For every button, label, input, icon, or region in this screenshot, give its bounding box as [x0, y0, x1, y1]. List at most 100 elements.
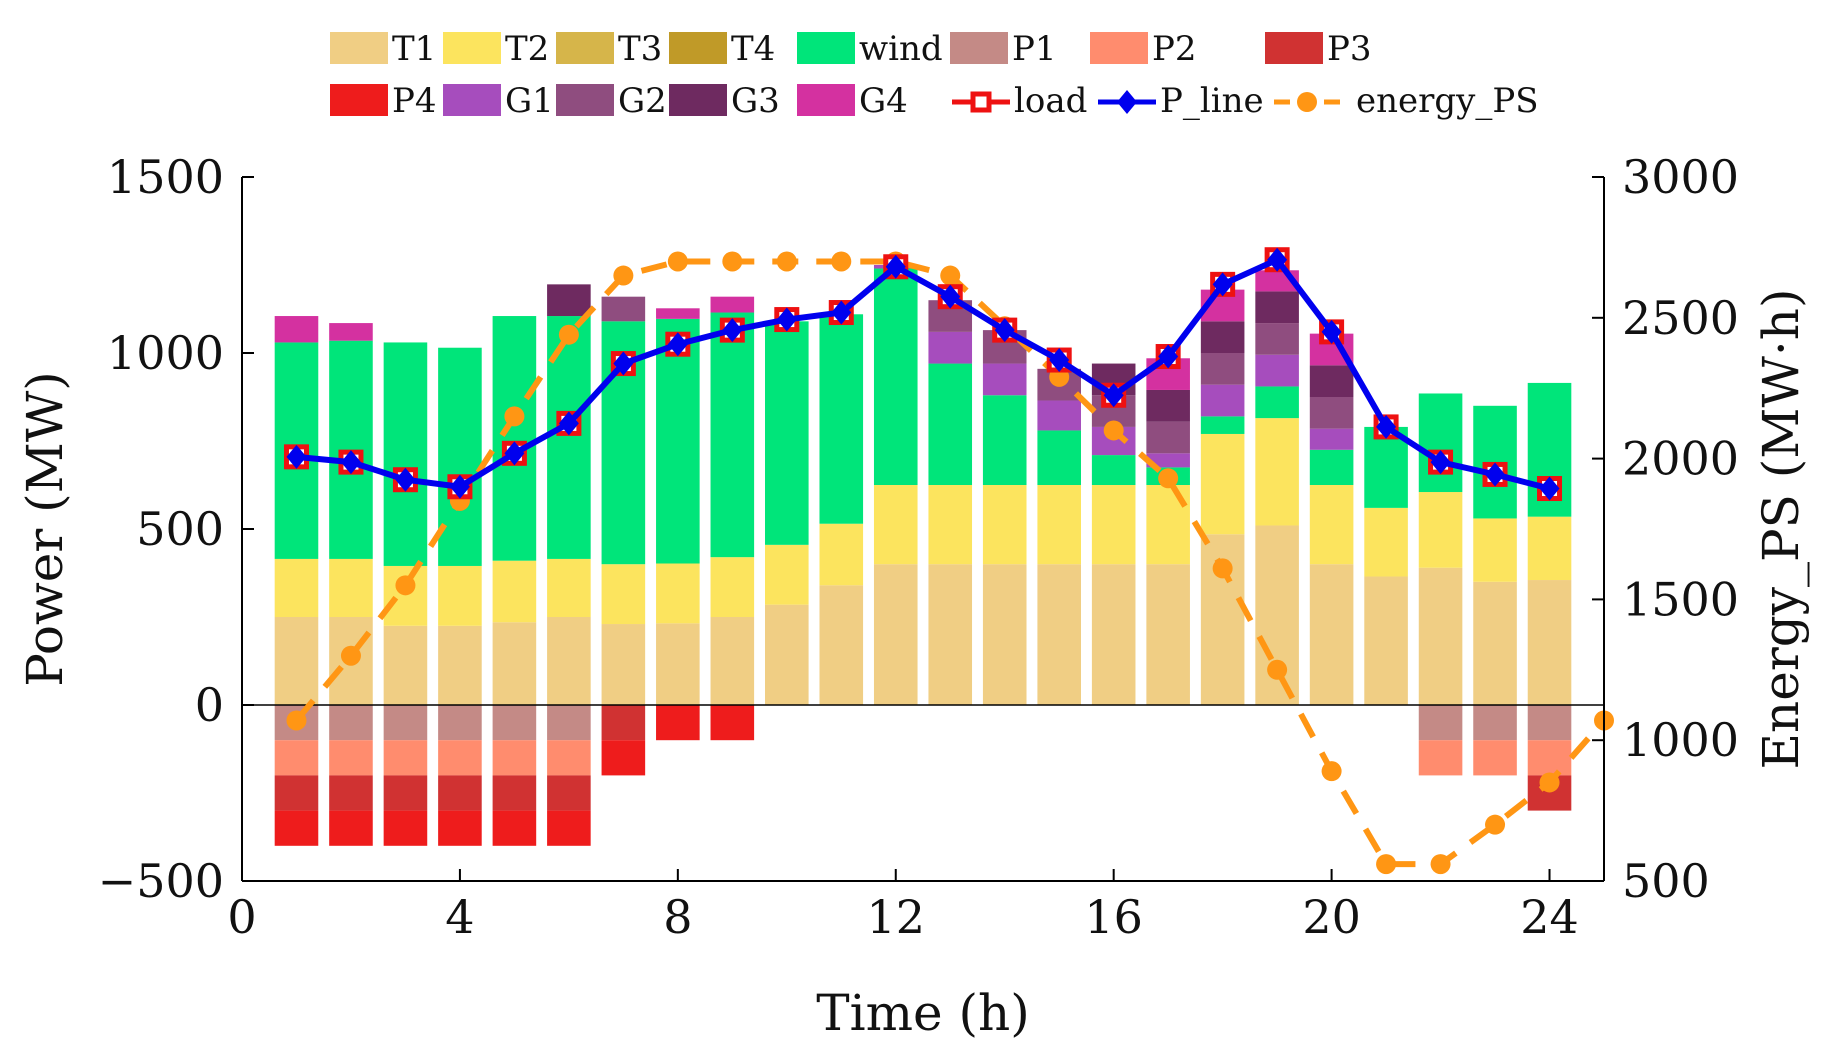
bar-T1-h8 — [656, 623, 700, 705]
legend-label: T1 — [392, 29, 436, 69]
y2-tick-label: 2000 — [1622, 432, 1739, 486]
bar-T2-h12 — [873, 485, 918, 565]
bar-neg-P4-h1 — [274, 810, 319, 846]
bar-wind-h8 — [656, 318, 700, 564]
bar-G2-h18 — [1200, 353, 1245, 385]
bar-wind-h4 — [438, 347, 482, 566]
legend-item-t1: T1 — [330, 29, 436, 69]
bar-G1-h20 — [1309, 428, 1354, 450]
legend-swatch — [330, 32, 388, 64]
bar-neg-P1-h3 — [383, 705, 428, 741]
bar-wind-h14 — [982, 395, 1027, 485]
bar-G4-h2 — [329, 323, 373, 341]
bar-T2-h19 — [1255, 418, 1299, 526]
legend-item-p3: P3 — [1265, 29, 1372, 69]
bar-G4-h1 — [274, 316, 319, 343]
bar-T1-h15 — [1037, 564, 1081, 705]
bar-G3-h19 — [1255, 291, 1299, 324]
legend-item-t2: T2 — [443, 29, 549, 69]
bar-neg-P4-h4 — [438, 810, 482, 846]
bar-neg-P3-h7 — [601, 705, 646, 741]
energy-ps-point-10 — [776, 251, 797, 272]
y-tick-label: 1000 — [107, 326, 224, 380]
p-line-point-h8 — [667, 332, 688, 357]
bar-wind-h22 — [1418, 393, 1463, 493]
x-tick-label: 16 — [1084, 890, 1143, 944]
bar-G1-h17 — [1146, 453, 1190, 468]
energy-ps-point-17 — [1158, 468, 1179, 489]
axes: −500050010001500500100015002000250030000… — [98, 150, 1739, 944]
bar-T1-h14 — [982, 564, 1027, 705]
p-line-point-h20 — [1321, 319, 1342, 344]
energy-ps-point-1 — [286, 710, 307, 731]
series-p-line — [296, 255, 1551, 492]
bar-G4-h8 — [656, 308, 700, 319]
y-tick-label: 500 — [136, 502, 224, 556]
bar-neg-P2-h2 — [329, 740, 373, 776]
p-line-point-h10 — [776, 307, 797, 332]
p-line-point-h1 — [286, 444, 307, 469]
p-line-point-h7 — [613, 351, 634, 376]
p-line-point-h18 — [1212, 272, 1233, 297]
bar-G4-h9 — [710, 296, 755, 313]
energy-ps-point-5 — [504, 406, 525, 427]
bar-T2-h7 — [601, 564, 646, 625]
bar-neg-P3-h1 — [274, 775, 319, 811]
p-line-point-h13 — [940, 284, 961, 309]
p-line-point-h9 — [722, 318, 743, 343]
x-tick-label: 4 — [445, 890, 474, 944]
bar-T1-h16 — [1091, 564, 1136, 705]
bar-T1-h17 — [1146, 564, 1190, 705]
lines-layer — [283, 247, 1614, 875]
x-tick-label: 8 — [663, 890, 692, 944]
bar-neg-P1-h22 — [1418, 705, 1463, 741]
p-line-point-h12 — [885, 254, 906, 279]
y-axis-label: Power (MW) — [16, 371, 74, 687]
bar-neg-P2-h3 — [383, 740, 428, 776]
bar-T1-h23 — [1473, 581, 1517, 705]
p-line-point-h3 — [395, 467, 416, 492]
bar-neg-P2-h22 — [1418, 740, 1463, 776]
bar-T2-h3 — [383, 565, 428, 626]
legend-label: energy_PS — [1356, 81, 1539, 121]
bar-T1-h3 — [383, 625, 428, 705]
legend-item-p1: P1 — [950, 29, 1057, 69]
p-line-point-h2 — [340, 450, 361, 475]
bar-wind-h11 — [819, 314, 864, 524]
legend-item-load: load — [952, 81, 1087, 121]
bar-neg-P1-h24 — [1527, 705, 1572, 741]
bar-wind-h9 — [710, 312, 755, 558]
legend-swatch — [443, 32, 501, 64]
bar-neg-P2-h5 — [492, 740, 537, 776]
bar-G3-h6 — [547, 284, 591, 317]
x-tick-label: 20 — [1302, 890, 1361, 944]
p-line-point-h19 — [1267, 247, 1288, 272]
p-line-point-h21 — [1376, 414, 1397, 439]
bar-T2-h5 — [492, 560, 537, 623]
energy-ps-point-22 — [1430, 854, 1451, 875]
bar-T2-h2 — [329, 558, 373, 617]
bar-neg-P3-h3 — [383, 775, 428, 811]
bar-wind-h13 — [928, 363, 973, 485]
x-tick-label: 24 — [1520, 890, 1579, 944]
bar-wind-h21 — [1364, 426, 1408, 508]
bar-wind-h16 — [1091, 455, 1136, 485]
legend-label: G2 — [618, 81, 667, 121]
bar-G1-h18 — [1200, 384, 1245, 417]
bar-T1-h20 — [1309, 564, 1354, 705]
legend-item-energy-ps: energy_PS — [1274, 81, 1539, 121]
legend-label: P1 — [1012, 29, 1057, 69]
y2-tick-label: 1000 — [1622, 713, 1739, 767]
bar-T2-h18 — [1200, 433, 1245, 535]
bar-T2-h13 — [928, 485, 973, 565]
y-tick-label: 0 — [195, 678, 224, 732]
legend-label: P2 — [1152, 29, 1197, 69]
bar-T2-h8 — [656, 563, 700, 624]
bar-T2-h14 — [982, 485, 1027, 565]
legend-item-g1: G1 — [443, 81, 554, 121]
bar-T1-h22 — [1418, 567, 1463, 705]
p-line-point-h14 — [994, 318, 1015, 343]
legend-label: G1 — [505, 81, 554, 121]
bar-T1-h24 — [1527, 580, 1572, 705]
bar-G2-h19 — [1255, 323, 1299, 355]
